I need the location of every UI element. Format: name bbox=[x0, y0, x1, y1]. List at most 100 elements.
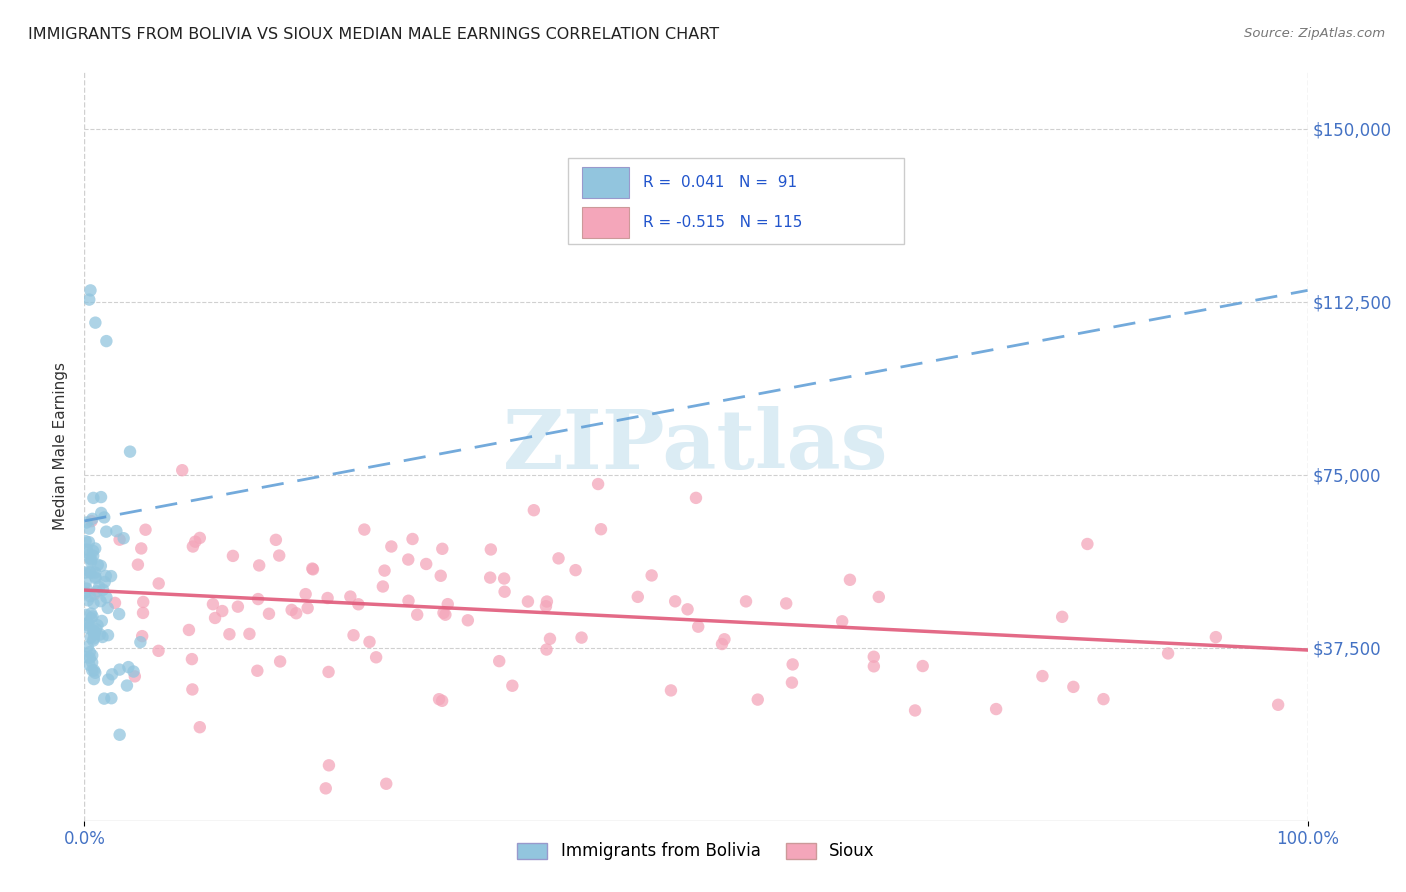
Sioux bbox=[432, 541, 454, 556]
Sioux bbox=[129, 541, 152, 556]
Sioux bbox=[1062, 680, 1084, 694]
Immigrants from Bolivia bbox=[108, 607, 131, 621]
Sioux bbox=[184, 534, 207, 549]
Sioux bbox=[710, 637, 733, 651]
Sioux bbox=[108, 533, 131, 547]
Sioux bbox=[132, 606, 155, 620]
Immigrants from Bolivia bbox=[82, 549, 104, 563]
Immigrants from Bolivia bbox=[75, 534, 97, 549]
Sioux bbox=[534, 599, 557, 614]
Sioux bbox=[104, 596, 127, 610]
Sioux bbox=[589, 522, 612, 536]
Sioux bbox=[430, 694, 453, 708]
Sioux bbox=[911, 659, 934, 673]
Sioux bbox=[302, 562, 325, 576]
Sioux bbox=[172, 463, 194, 477]
Sioux bbox=[1092, 692, 1115, 706]
Sioux bbox=[264, 533, 287, 547]
Immigrants from Bolivia bbox=[96, 591, 118, 605]
Sioux bbox=[868, 590, 890, 604]
Sioux bbox=[713, 632, 735, 647]
Immigrants from Bolivia bbox=[84, 622, 107, 636]
Sioux bbox=[353, 523, 375, 537]
Sioux bbox=[1157, 647, 1180, 661]
Immigrants from Bolivia bbox=[79, 645, 101, 659]
Immigrants from Bolivia bbox=[80, 607, 103, 621]
Sioux bbox=[80, 514, 103, 528]
Immigrants from Bolivia bbox=[118, 444, 141, 458]
Immigrants from Bolivia bbox=[75, 566, 97, 580]
Sioux bbox=[132, 595, 155, 609]
Sioux bbox=[226, 599, 249, 614]
Sioux bbox=[366, 650, 388, 665]
Immigrants from Bolivia bbox=[77, 621, 100, 635]
Sioux bbox=[181, 540, 204, 554]
Sioux bbox=[371, 580, 394, 594]
Immigrants from Bolivia bbox=[89, 580, 111, 594]
Sioux bbox=[457, 613, 479, 627]
Sioux bbox=[501, 679, 523, 693]
FancyBboxPatch shape bbox=[568, 158, 904, 244]
Sioux bbox=[536, 594, 558, 608]
Sioux bbox=[246, 664, 269, 678]
Immigrants from Bolivia bbox=[96, 334, 118, 348]
Sioux bbox=[780, 675, 803, 690]
Immigrants from Bolivia bbox=[108, 728, 131, 742]
Sioux bbox=[297, 601, 319, 615]
Sioux bbox=[904, 703, 927, 717]
Immigrants from Bolivia bbox=[76, 516, 98, 530]
Sioux bbox=[280, 603, 302, 617]
Immigrants from Bolivia bbox=[77, 615, 100, 630]
Immigrants from Bolivia bbox=[97, 601, 120, 615]
Sioux bbox=[380, 540, 402, 554]
Immigrants from Bolivia bbox=[82, 609, 104, 624]
Sioux bbox=[640, 568, 662, 582]
Y-axis label: Median Male Earnings: Median Male Earnings bbox=[53, 362, 69, 530]
Sioux bbox=[479, 542, 502, 557]
Immigrants from Bolivia bbox=[90, 506, 112, 520]
Sioux bbox=[434, 607, 457, 622]
Sioux bbox=[148, 576, 170, 591]
Sioux bbox=[339, 590, 361, 604]
Sioux bbox=[269, 655, 291, 669]
Immigrants from Bolivia bbox=[82, 663, 104, 677]
Sioux bbox=[429, 568, 451, 582]
Sioux bbox=[316, 591, 339, 605]
Immigrants from Bolivia bbox=[91, 630, 114, 644]
Sioux bbox=[436, 597, 458, 611]
Immigrants from Bolivia bbox=[83, 672, 105, 686]
Text: IMMIGRANTS FROM BOLIVIA VS SIOUX MEDIAN MALE EARNINGS CORRELATION CHART: IMMIGRANTS FROM BOLIVIA VS SIOUX MEDIAN … bbox=[28, 27, 720, 42]
Immigrants from Bolivia bbox=[93, 574, 115, 589]
Immigrants from Bolivia bbox=[129, 635, 152, 649]
Immigrants from Bolivia bbox=[91, 582, 114, 597]
Sioux bbox=[373, 564, 395, 578]
Immigrants from Bolivia bbox=[82, 633, 104, 648]
Immigrants from Bolivia bbox=[83, 627, 105, 641]
Immigrants from Bolivia bbox=[100, 569, 122, 583]
Sioux bbox=[586, 477, 609, 491]
Sioux bbox=[747, 692, 769, 706]
Legend: Immigrants from Bolivia, Sioux: Immigrants from Bolivia, Sioux bbox=[509, 834, 883, 869]
Immigrants from Bolivia bbox=[79, 284, 101, 298]
Sioux bbox=[688, 620, 710, 634]
Sioux bbox=[538, 632, 561, 646]
Immigrants from Bolivia bbox=[76, 542, 98, 557]
Immigrants from Bolivia bbox=[75, 585, 97, 599]
Sioux bbox=[1031, 669, 1053, 683]
Sioux bbox=[222, 549, 245, 563]
Sioux bbox=[201, 597, 224, 611]
Sioux bbox=[516, 594, 538, 608]
Immigrants from Bolivia bbox=[83, 625, 105, 640]
Sioux bbox=[984, 702, 1007, 716]
Immigrants from Bolivia bbox=[79, 589, 101, 603]
Sioux bbox=[204, 611, 226, 625]
Sioux bbox=[494, 584, 516, 599]
Sioux bbox=[536, 642, 558, 657]
Sioux bbox=[285, 606, 308, 620]
Immigrants from Bolivia bbox=[75, 582, 97, 596]
Immigrants from Bolivia bbox=[83, 625, 105, 640]
Immigrants from Bolivia bbox=[96, 524, 118, 539]
Immigrants from Bolivia bbox=[75, 650, 97, 665]
Immigrants from Bolivia bbox=[93, 691, 115, 706]
Sioux bbox=[188, 531, 211, 545]
